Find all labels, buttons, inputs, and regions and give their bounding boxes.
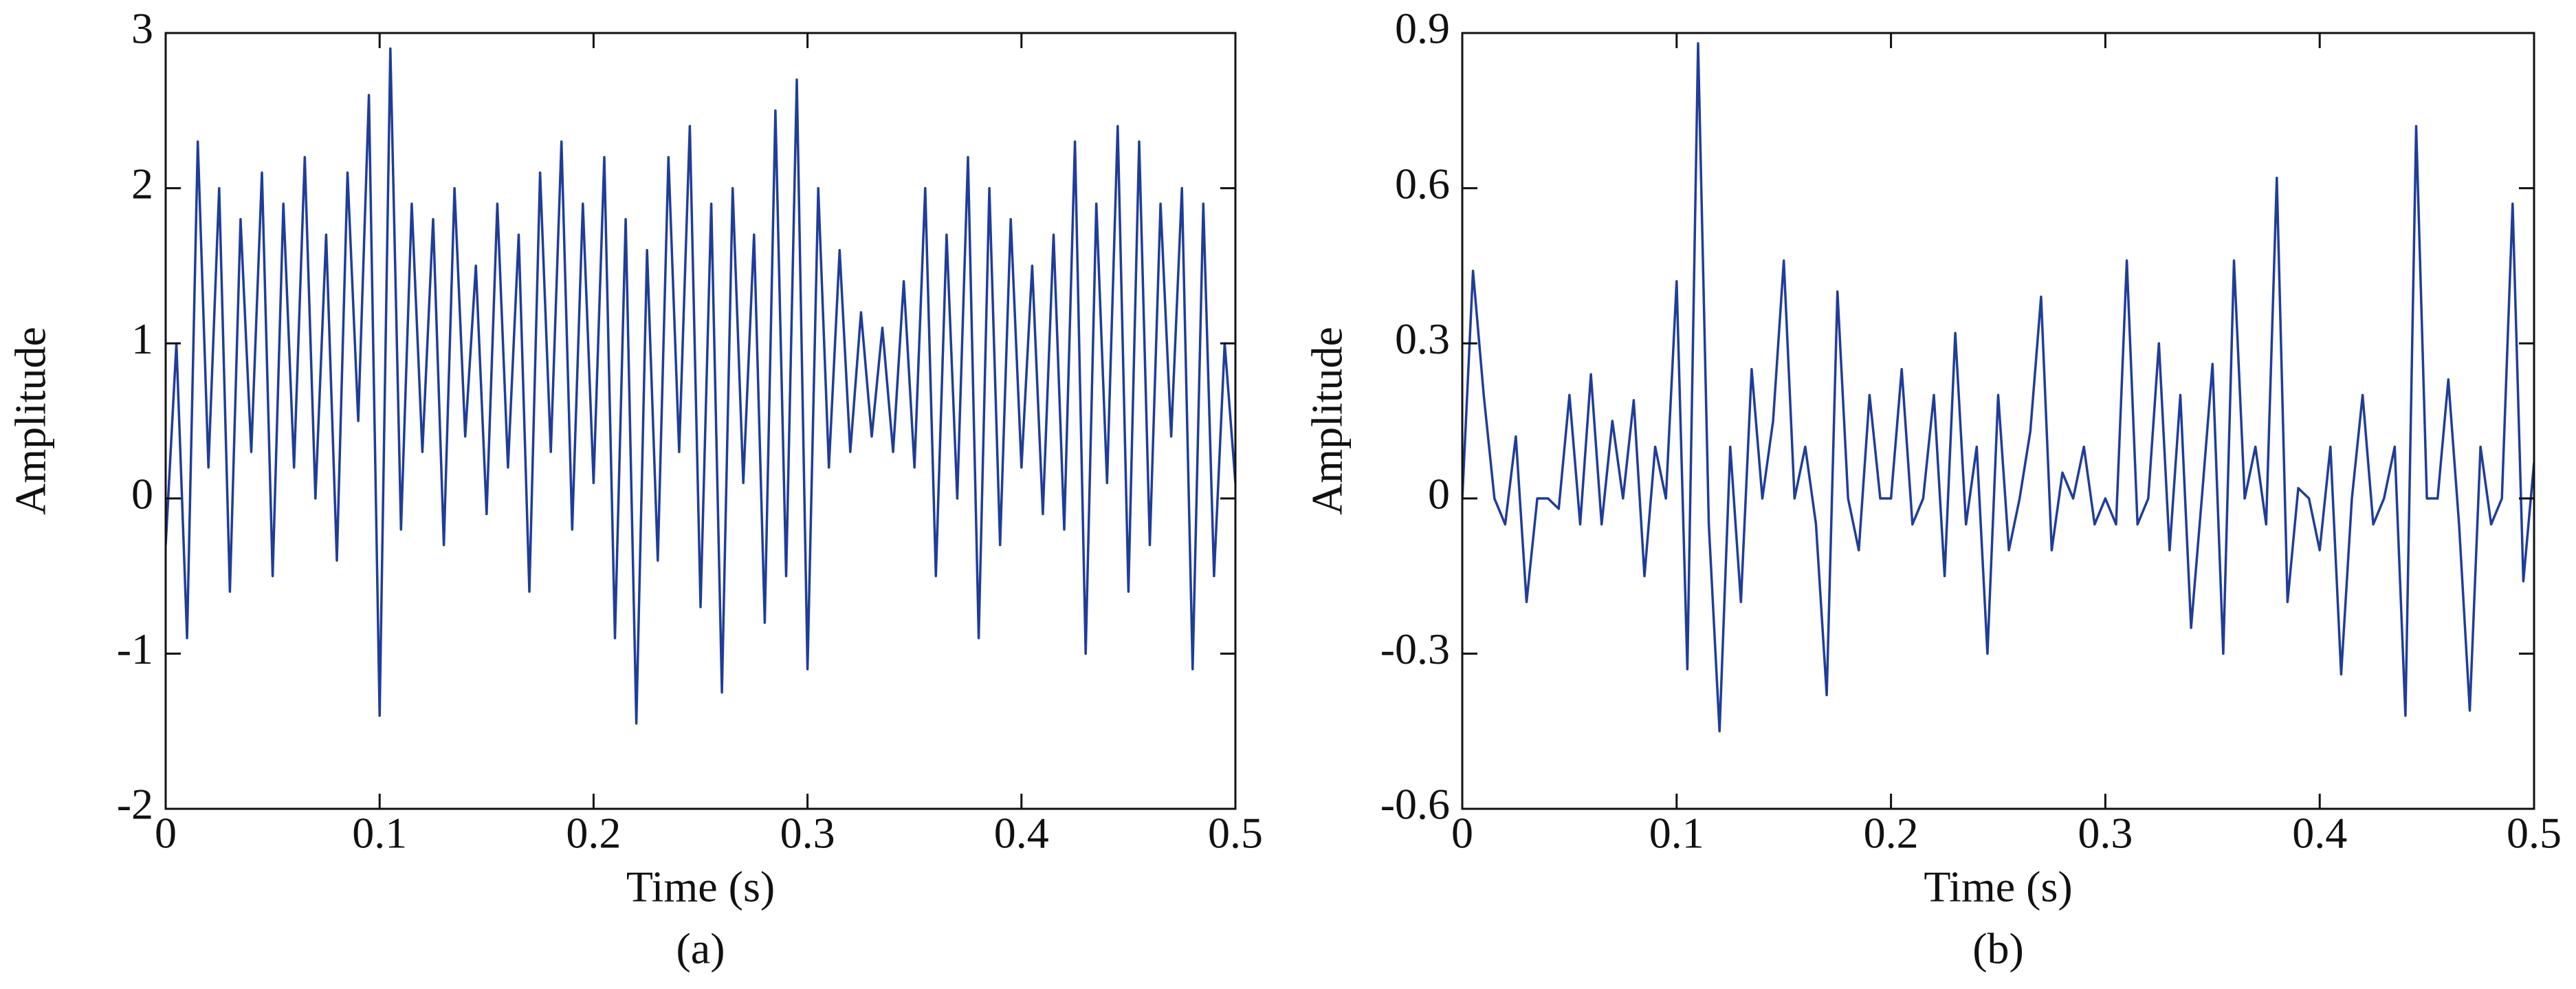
x-tick-label: 0.2	[1864, 809, 1919, 858]
x-tick-label: 0.1	[1649, 809, 1704, 858]
y-tick-label: 2	[131, 159, 153, 208]
y-tick-label: 0.3	[1395, 314, 1450, 363]
y-axis-label: Amplitude	[6, 327, 55, 515]
subplot: 0 0.1 0.2 0.3 0.4 0.5 -2 -1 0 1 2 3 Time (s) Amplitud…	[6, 4, 1263, 973]
x-axis-label: Time (s)	[626, 862, 775, 911]
signal-line	[1462, 42, 2534, 732]
plot-area	[166, 47, 1235, 725]
x-tick-label: 0.3	[780, 809, 835, 858]
y-tick-label: -0.3	[1380, 624, 1450, 673]
x-tick-label: 0.4	[994, 809, 1049, 858]
y-tick-label: 0	[1428, 469, 1450, 518]
y-tick-label: 1	[131, 314, 153, 363]
y-axis-label: Amplitude	[1303, 327, 1352, 515]
plot-area	[1462, 42, 2534, 732]
x-tick-label: 0.5	[2507, 809, 2562, 858]
x-tick-label: 0	[1451, 809, 1473, 858]
x-tick-label: 0.3	[2078, 809, 2133, 858]
x-tick-label: 0	[155, 809, 177, 858]
y-tick-label: -0.6	[1380, 780, 1450, 829]
x-tick-label: 0.1	[352, 809, 407, 858]
y-tick-label: 0.6	[1395, 159, 1450, 208]
caption: (b)	[1972, 924, 2024, 973]
y-tick-label: 3	[131, 4, 153, 53]
caption: (a)	[676, 924, 725, 973]
x-tick-label: 0.5	[1208, 809, 1263, 858]
axes-frame	[164, 32, 1237, 810]
axes-frame	[1461, 32, 2535, 810]
y-tick-label: -2	[117, 780, 153, 829]
signal-line	[166, 47, 1235, 725]
x-tick-label: 0.2	[566, 809, 621, 858]
y-tick-label: 0	[131, 469, 153, 518]
subplot: 0 0.1 0.2 0.3 0.4 0.5 -0.6 -0.3 0 0.3 0.6 0.9 Time (…	[1303, 4, 2562, 973]
x-tick-label: 0.4	[2292, 809, 2347, 858]
y-tick-label: -1	[117, 624, 153, 673]
y-tick-label: 0.9	[1395, 4, 1450, 53]
x-axis-label: Time (s)	[1924, 862, 2072, 911]
